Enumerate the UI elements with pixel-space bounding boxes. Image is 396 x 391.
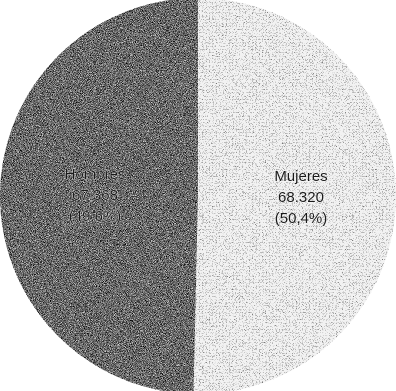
slice-label-hombres: Hombres bbox=[65, 166, 126, 183]
pie-slice-texture-hombres bbox=[0, 0, 198, 391]
slice-value-mujeres: 68.320 bbox=[278, 189, 324, 206]
slice-percent-mujeres: (50,4%) bbox=[275, 210, 328, 227]
slice-label-mujeres: Mujeres bbox=[274, 168, 327, 185]
pie-slice-hombres bbox=[0, 0, 198, 391]
pie-slice-texture-mujeres bbox=[193, 0, 396, 391]
slice-value-hombres: 67.368 bbox=[72, 187, 118, 204]
slice-percent-hombres: (49,6%) bbox=[69, 208, 122, 225]
pie-slice-mujeres bbox=[193, 0, 396, 391]
